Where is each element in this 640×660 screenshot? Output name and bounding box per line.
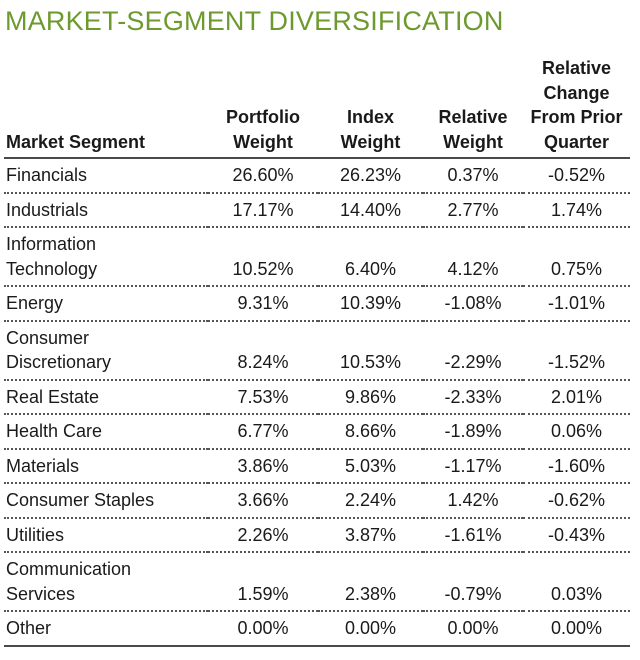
market-segment-table: Market Segment Portfolio Weight Index We… (4, 56, 630, 647)
relative-weight-cell: -1.89% (423, 414, 523, 450)
index-weight-cell: 10.53% (318, 320, 423, 381)
index-weight-cell: 10.39% (318, 286, 423, 322)
relative-change-cell: 0.03% (523, 552, 630, 612)
segment-cell: Industrials (4, 192, 208, 228)
relative-weight-cell: -1.08% (423, 286, 523, 322)
table-row: Real Estate 7.53% 9.86% -2.33% 2.01% (4, 379, 630, 415)
table-row: Energy 9.31% 10.39% -1.08% -1.01% (4, 286, 630, 322)
segment-cell: Consumer Staples (4, 483, 208, 519)
header-row: Market Segment Portfolio Weight Index We… (4, 56, 630, 159)
relative-change-cell: 2.01% (523, 379, 630, 415)
portfolio-weight-cell: 10.52% (208, 227, 318, 287)
portfolio-weight-cell: 3.66% (208, 483, 318, 519)
index-weight-cell: 3.87% (318, 517, 423, 553)
portfolio-weight-cell: 0.00% (208, 611, 318, 647)
segment-cell: Other (4, 611, 208, 647)
header-market-segment: Market Segment (4, 56, 208, 159)
header-portfolio-weight: Portfolio Weight (208, 56, 318, 159)
relative-weight-cell: -0.79% (423, 552, 523, 612)
index-weight-cell: 6.40% (318, 227, 423, 287)
portfolio-weight-cell: 8.24% (208, 320, 318, 381)
relative-change-cell: -0.52% (523, 158, 630, 194)
table-row: Information Technology 10.52% 6.40% 4.12% 0.… (4, 227, 630, 287)
table-row: Other 0.00% 0.00% 0.00% 0.00% (4, 611, 630, 647)
relative-change-cell: -1.01% (523, 286, 630, 322)
portfolio-weight-cell: 26.60% (208, 158, 318, 194)
relative-change-cell: 0.00% (523, 611, 630, 647)
table-row: Industrials 17.17% 14.40% 2.77% 1.74% (4, 192, 630, 228)
relative-change-cell: 0.75% (523, 227, 630, 287)
table-row: Financials 26.60% 26.23% 0.37% -0.52% (4, 158, 630, 194)
table-row: Utilities 2.26% 3.87% -1.61% -0.43% (4, 517, 630, 553)
relative-weight-cell: -2.33% (423, 379, 523, 415)
table-row: Health Care 6.77% 8.66% -1.89% 0.06% (4, 414, 630, 450)
relative-weight-cell: 0.00% (423, 611, 523, 647)
index-weight-cell: 8.66% (318, 414, 423, 450)
index-weight-cell: 2.24% (318, 483, 423, 519)
relative-weight-cell: -1.61% (423, 517, 523, 553)
segment-cell: Consumer Discretionary (4, 320, 208, 381)
portfolio-weight-cell: 17.17% (208, 192, 318, 228)
relative-change-cell: -1.60% (523, 448, 630, 484)
segment-cell: Financials (4, 158, 208, 194)
portfolio-weight-cell: 1.59% (208, 552, 318, 612)
table-row: Communication Services 1.59% 2.38% -0.79% 0.… (4, 552, 630, 612)
index-weight-cell: 0.00% (318, 611, 423, 647)
index-weight-cell: 9.86% (318, 379, 423, 415)
segment-cell: Energy (4, 286, 208, 322)
index-weight-cell: 5.03% (318, 448, 423, 484)
portfolio-weight-cell: 9.31% (208, 286, 318, 322)
header-relative-change: Relative Change From Prior Quarter (523, 56, 630, 159)
relative-weight-cell: -1.17% (423, 448, 523, 484)
relative-weight-cell: 2.77% (423, 192, 523, 228)
index-weight-cell: 14.40% (318, 192, 423, 228)
relative-weight-cell: 4.12% (423, 227, 523, 287)
header-index-weight: Index Weight (318, 56, 423, 159)
relative-change-cell: -0.43% (523, 517, 630, 553)
segment-cell: Information Technology (4, 227, 208, 287)
portfolio-weight-cell: 6.77% (208, 414, 318, 450)
table-row: Materials 3.86% 5.03% -1.17% -1.60% (4, 448, 630, 484)
relative-change-cell: -0.62% (523, 483, 630, 519)
relative-weight-cell: -2.29% (423, 320, 523, 381)
table-row: Consumer Discretionary 8.24% 10.53% -2.29% -… (4, 320, 630, 381)
portfolio-weight-cell: 3.86% (208, 448, 318, 484)
relative-change-cell: -1.52% (523, 320, 630, 381)
header-relative-weight: Relative Weight (423, 56, 523, 159)
table-row: Consumer Staples 3.66% 2.24% 1.42% -0.62% (4, 483, 630, 519)
segment-cell: Health Care (4, 414, 208, 450)
segment-cell: Materials (4, 448, 208, 484)
segment-cell: Communication Services (4, 552, 208, 612)
segment-cell: Real Estate (4, 379, 208, 415)
table-body: Financials 26.60% 26.23% 0.37% -0.52% Industr… (4, 158, 630, 647)
page-title: MARKET-SEGMENT DIVERSIFICATION (5, 6, 504, 36)
relative-weight-cell: 0.37% (423, 158, 523, 194)
relative-change-cell: 1.74% (523, 192, 630, 228)
index-weight-cell: 2.38% (318, 552, 423, 612)
portfolio-weight-cell: 7.53% (208, 379, 318, 415)
relative-change-cell: 0.06% (523, 414, 630, 450)
index-weight-cell: 26.23% (318, 158, 423, 194)
segment-cell: Utilities (4, 517, 208, 553)
portfolio-weight-cell: 2.26% (208, 517, 318, 553)
relative-weight-cell: 1.42% (423, 483, 523, 519)
